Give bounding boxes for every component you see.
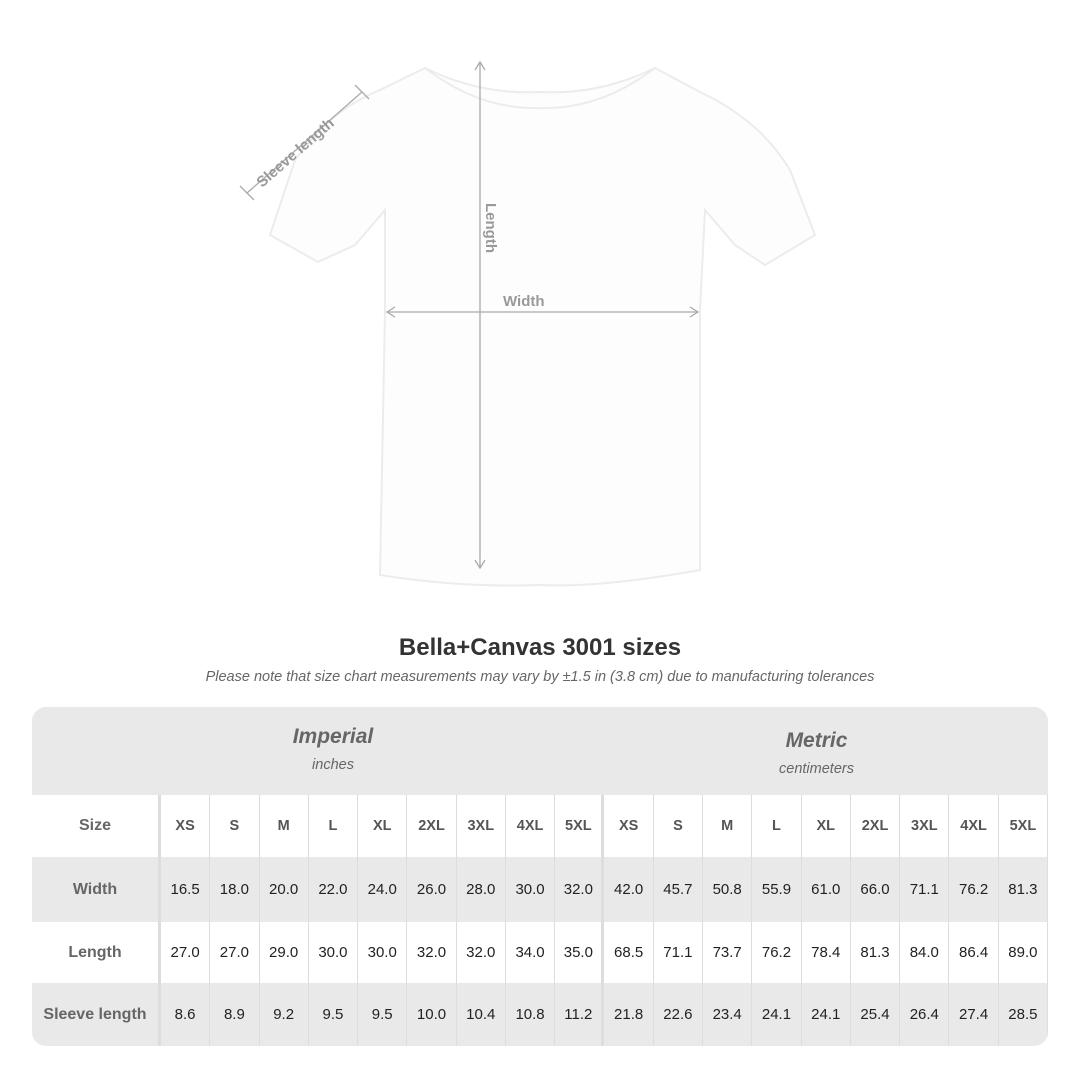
metric-cell: 3XL — [900, 795, 950, 857]
metric-cell: 66.0 — [851, 857, 901, 922]
imperial-unit: inches — [312, 757, 354, 773]
row-label: Width — [32, 857, 161, 922]
metric-cell: 26.4 — [900, 983, 950, 1046]
metric-unit: centimeters — [779, 761, 854, 777]
imperial-cell: 24.0 — [358, 857, 408, 922]
table-row: Width 16.5 18.0 20.0 22.0 24.0 26.0 28.0 30.0 32.… — [32, 857, 1048, 922]
imperial-cell: 26.0 — [407, 857, 457, 922]
metric-cell: 50.8 — [703, 857, 753, 922]
metric-cell: XL — [802, 795, 851, 857]
imperial-cell: 8.9 — [210, 983, 260, 1046]
tolerance-note: Please note that size chart measurements… — [205, 669, 875, 685]
imperial-cell: 9.2 — [260, 983, 309, 1046]
page-title: Bella+Canvas 3001 sizes — [398, 634, 682, 661]
metric-cell: 81.3 — [851, 922, 901, 983]
metric-cell: 42.0 — [604, 857, 654, 922]
metric-cell: 4XL — [949, 795, 999, 857]
metric-title: Metric — [785, 729, 848, 752]
imperial-cell: 16.5 — [161, 857, 211, 922]
imperial-cell: XL — [358, 795, 408, 857]
imperial-cell: S — [210, 795, 260, 857]
imperial-cell: 2XL — [407, 795, 457, 857]
row-label: Sleeve length — [32, 983, 161, 1046]
imperial-cell: 4XL — [506, 795, 556, 857]
length-label: Length — [482, 203, 499, 253]
imperial-cell: 10.4 — [457, 983, 506, 1046]
imperial-cell: 10.0 — [407, 983, 457, 1046]
metric-cell: M — [703, 795, 753, 857]
imperial-cell: 30.0 — [358, 922, 408, 983]
imperial-cell: 32.0 — [457, 922, 506, 983]
imperial-cell: 22.0 — [309, 857, 359, 922]
imperial-cell: 30.0 — [506, 857, 556, 922]
metric-cell: 73.7 — [703, 922, 753, 983]
metric-cell: 27.4 — [949, 983, 999, 1046]
imperial-cell: 32.0 — [407, 922, 457, 983]
imperial-cell: 18.0 — [210, 857, 260, 922]
metric-cell: 61.0 — [802, 857, 851, 922]
metric-cell: 86.4 — [949, 922, 999, 983]
imperial-cell: XS — [161, 795, 211, 857]
imperial-cell: 8.6 — [161, 983, 211, 1046]
metric-cell: 78.4 — [802, 922, 851, 983]
metric-cell: 68.5 — [604, 922, 654, 983]
metric-cell: 76.2 — [752, 922, 802, 983]
metric-cell: 71.1 — [900, 857, 950, 922]
table-row: Sleeve length 8.6 8.9 9.2 9.5 9.5 10.0 10.4 10.8… — [32, 983, 1048, 1046]
metric-cell: 84.0 — [900, 922, 950, 983]
imperial-cell: 27.0 — [161, 922, 211, 983]
imperial-cell: 9.5 — [309, 983, 359, 1046]
imperial-cell: 20.0 — [260, 857, 309, 922]
width-label: Width — [503, 293, 545, 310]
metric-cell: 76.2 — [949, 857, 999, 922]
imperial-cell: 35.0 — [555, 922, 605, 983]
imperial-cell: 3XL — [457, 795, 506, 857]
metric-cell: 5XL — [999, 795, 1048, 857]
unit-header — [32, 707, 1048, 795]
metric-cell: 2XL — [851, 795, 901, 857]
metric-cell: 71.1 — [654, 922, 704, 983]
metric-cell: 22.6 — [654, 983, 704, 1046]
imperial-cell: 27.0 — [210, 922, 260, 983]
imperial-cell: 10.8 — [506, 983, 556, 1046]
row-label: Length — [32, 922, 161, 983]
metric-cell: 24.1 — [752, 983, 802, 1046]
metric-cell: 23.4 — [703, 983, 753, 1046]
metric-cell: L — [752, 795, 802, 857]
imperial-cell: 5XL — [555, 795, 605, 857]
imperial-cell: 9.5 — [358, 983, 408, 1046]
metric-header: Metric centimeters — [605, 729, 1028, 777]
metric-cell: XS — [604, 795, 654, 857]
metric-cell: 89.0 — [999, 922, 1048, 983]
imperial-cell: 30.0 — [309, 922, 359, 983]
imperial-cell: 34.0 — [506, 922, 556, 983]
tshirt-diagram: Sleeve length Length Width — [239, 60, 817, 587]
imperial-cell: M — [260, 795, 309, 857]
imperial-title: Imperial — [292, 725, 374, 748]
metric-cell: 45.7 — [654, 857, 704, 922]
table-row: Size XS S M L XL 2XL 3XL 4XL 5XL XS S M L XL 2XL 3XL 4XL 5… — [32, 795, 1048, 857]
metric-cell: 24.1 — [802, 983, 851, 1046]
metric-cell: 28.5 — [999, 983, 1048, 1046]
metric-cell: 81.3 — [999, 857, 1048, 922]
imperial-cell: 11.2 — [555, 983, 605, 1046]
measurement-arrows — [239, 60, 700, 570]
metric-cell: 21.8 — [604, 983, 654, 1046]
imperial-cell: 28.0 — [457, 857, 506, 922]
row-label: Size — [32, 795, 161, 857]
metric-cell: 55.9 — [752, 857, 802, 922]
table-row: Length 27.0 27.0 29.0 30.0 30.0 32.0 32.0 34.0 35… — [32, 922, 1048, 983]
metric-cell: S — [654, 795, 704, 857]
imperial-cell: 32.0 — [555, 857, 605, 922]
imperial-cell: L — [309, 795, 359, 857]
imperial-header: Imperial inches — [161, 725, 505, 773]
size-table: Imperial inches Metric centimeters Size X… — [32, 707, 1048, 1046]
imperial-cell: 29.0 — [260, 922, 309, 983]
metric-cell: 25.4 — [851, 983, 901, 1046]
tshirt-shape — [268, 66, 817, 587]
